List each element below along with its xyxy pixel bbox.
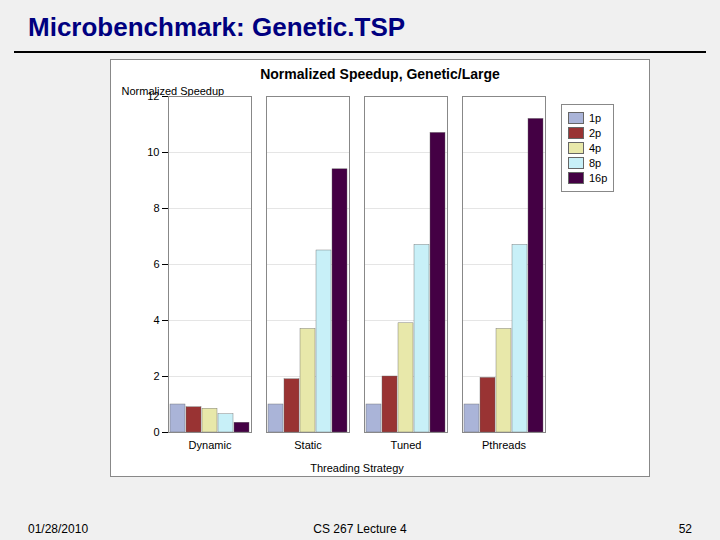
html-text:01/28/2010: 01/28/2010 (28, 522, 89, 536)
html-text:Normalized Speedup, Genetic/La: Normalized Speedup, Genetic/Large (260, 66, 500, 82)
svg-text:2: 2 (153, 370, 159, 382)
html-text:CS 267 Lecture 4: CS 267 Lecture 4 (313, 522, 407, 536)
svg-text:Normalized Speedup: Normalized Speedup (122, 85, 225, 97)
html-text:8p: 8p (589, 157, 602, 169)
html-text:1p: 1p (589, 112, 602, 124)
svg-text:Pthreads: Pthreads (482, 439, 527, 451)
svg-text:Static: Static (294, 439, 322, 451)
svg-text:0: 0 (153, 426, 159, 438)
svg-text:6: 6 (153, 258, 159, 270)
html-text:52: 52 (678, 522, 692, 536)
svg-text:10: 10 (147, 146, 159, 158)
svg-text:Tuned: Tuned (391, 439, 422, 451)
svg-text:8: 8 (153, 202, 159, 214)
html-text:4p: 4p (589, 142, 602, 154)
svg-text:Threading Strategy: Threading Strategy (310, 462, 404, 474)
svg-text:Dynamic: Dynamic (189, 439, 232, 451)
html-text:16p: 16p (589, 172, 608, 184)
svg-text:4: 4 (153, 314, 159, 326)
html-text:Microbenchmark: Genetic.TSP: Microbenchmark: Genetic.TSP (28, 12, 406, 42)
html-text:2p: 2p (589, 127, 602, 139)
